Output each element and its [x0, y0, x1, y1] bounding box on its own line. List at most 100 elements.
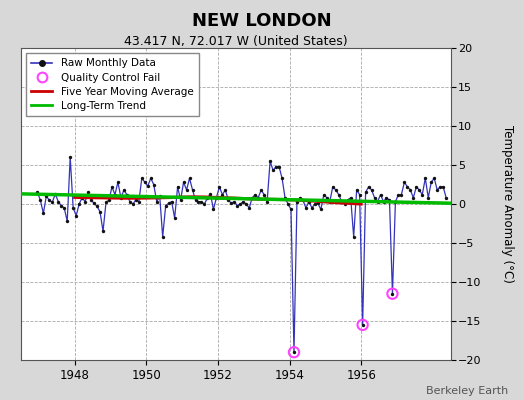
Point: [302, 205, 310, 211]
Point: [329, 184, 337, 190]
Point: [233, 202, 242, 209]
Point: [42, 193, 50, 199]
Point: [99, 228, 107, 234]
Point: [182, 187, 191, 193]
Point: [75, 201, 83, 207]
Point: [144, 183, 152, 189]
Point: [442, 194, 450, 201]
Point: [177, 197, 185, 203]
Point: [168, 198, 176, 205]
Point: [403, 184, 411, 190]
Point: [355, 192, 364, 198]
Point: [129, 201, 137, 207]
Point: [140, 179, 149, 185]
Point: [394, 192, 402, 198]
Point: [421, 175, 430, 182]
Point: [48, 199, 57, 206]
Point: [373, 198, 381, 205]
Point: [278, 175, 286, 182]
Point: [379, 198, 388, 205]
Point: [87, 197, 95, 203]
Point: [364, 184, 373, 190]
Point: [90, 200, 99, 206]
Point: [227, 200, 235, 206]
Point: [60, 205, 69, 211]
Point: [173, 184, 182, 190]
Point: [132, 197, 140, 203]
Text: NEW LONDON: NEW LONDON: [192, 12, 332, 30]
Point: [84, 189, 92, 196]
Point: [57, 202, 66, 209]
Point: [209, 206, 217, 213]
Point: [158, 234, 167, 240]
Point: [81, 198, 89, 205]
Point: [161, 202, 170, 209]
Point: [308, 205, 316, 211]
Point: [102, 199, 110, 206]
Point: [362, 189, 370, 196]
Point: [436, 184, 444, 190]
Point: [69, 205, 78, 211]
Point: [314, 200, 322, 206]
Point: [93, 203, 101, 210]
Point: [376, 192, 385, 198]
Point: [281, 194, 289, 201]
Point: [185, 175, 194, 182]
Point: [299, 197, 307, 203]
Point: [388, 290, 397, 297]
Point: [206, 191, 215, 197]
Point: [156, 193, 164, 199]
Point: [400, 179, 409, 185]
Point: [66, 154, 74, 160]
Point: [260, 192, 268, 198]
Point: [397, 192, 406, 198]
Point: [370, 194, 379, 201]
Point: [350, 234, 358, 240]
Point: [290, 349, 298, 356]
Point: [33, 189, 41, 196]
Point: [63, 218, 71, 224]
Point: [323, 194, 331, 201]
Point: [72, 212, 80, 219]
Point: [215, 184, 224, 190]
Point: [344, 197, 352, 203]
Point: [198, 198, 206, 205]
Point: [296, 194, 304, 201]
Point: [111, 192, 119, 198]
Point: [383, 194, 391, 201]
Point: [316, 206, 325, 213]
Point: [433, 187, 441, 193]
Point: [337, 198, 346, 205]
Point: [135, 198, 143, 205]
Point: [200, 201, 209, 207]
Point: [39, 210, 48, 216]
Text: Berkeley Earth: Berkeley Earth: [426, 386, 508, 396]
Point: [165, 200, 173, 206]
Point: [188, 187, 196, 193]
Point: [123, 192, 131, 198]
Point: [236, 201, 245, 207]
Point: [36, 197, 45, 203]
Point: [126, 198, 134, 205]
Point: [424, 194, 432, 201]
Point: [418, 192, 427, 198]
Point: [388, 290, 397, 297]
Point: [230, 198, 238, 205]
Point: [191, 197, 200, 203]
Point: [242, 201, 250, 207]
Point: [385, 197, 394, 203]
Point: [353, 187, 361, 193]
Point: [254, 194, 263, 201]
Point: [290, 349, 298, 356]
Point: [275, 163, 283, 170]
Point: [45, 197, 53, 203]
Point: [409, 194, 418, 201]
Point: [251, 192, 259, 198]
Point: [332, 187, 340, 193]
Point: [170, 215, 179, 221]
Point: [51, 191, 59, 197]
Point: [305, 198, 313, 205]
Point: [149, 181, 158, 188]
Point: [269, 167, 277, 174]
Y-axis label: Temperature Anomaly (°C): Temperature Anomaly (°C): [501, 125, 514, 283]
